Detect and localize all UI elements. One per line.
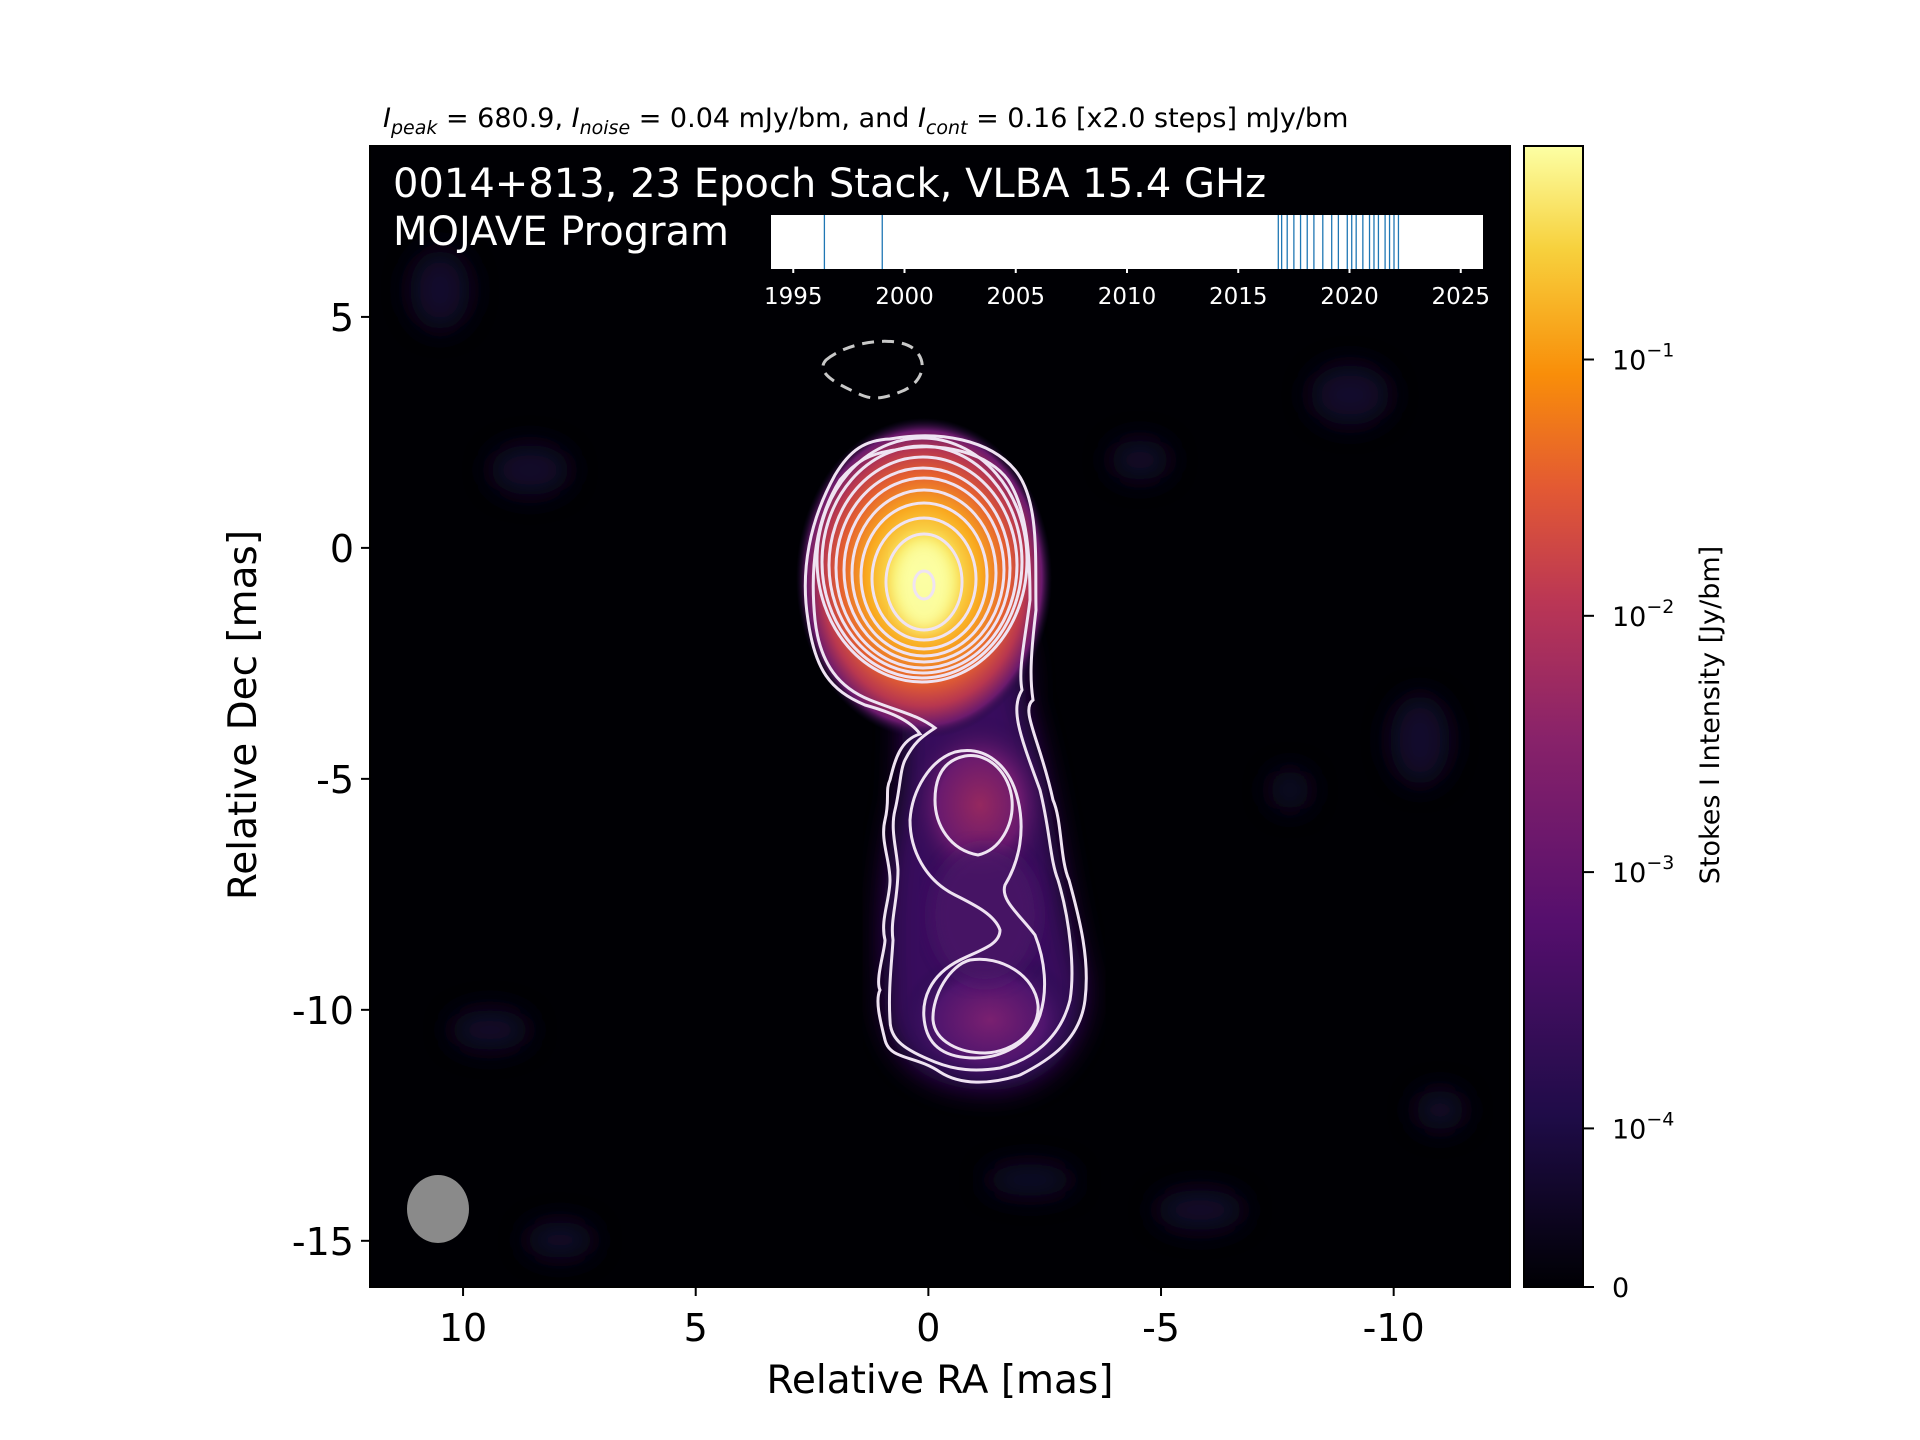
colorbar-tick-base: 10 — [1612, 1114, 1646, 1145]
contour-core-c — [827, 455, 1019, 675]
x-tick-label: 0 — [916, 1306, 940, 1350]
contour-4 — [933, 754, 1014, 857]
jet-knot-lower — [900, 950, 1080, 1090]
contour-core-h — [870, 516, 978, 642]
timeline-tick-label: 2020 — [1320, 284, 1379, 310]
y-tick-label: 5 — [330, 296, 354, 340]
y-axis-ticks: 5 0 -5 -10 -15 — [292, 296, 370, 1264]
y-tick-label: 0 — [330, 527, 354, 571]
colorbar-tick-label: 10−4 — [1612, 1108, 1674, 1145]
timeline-box — [771, 215, 1483, 269]
intensity-header: Ipeak = 680.9, Inoise = 0.04 mJy/bm, and… — [383, 103, 1348, 139]
contour-3 — [908, 749, 1047, 1060]
colorbar-gradient — [1523, 145, 1584, 1288]
header-i-noise-symbol: I — [572, 103, 580, 134]
x-tick-label: -10 — [1363, 1306, 1425, 1350]
contour-core-b — [820, 444, 1024, 680]
x-axis-label: Relative RA [mas] — [767, 1358, 1114, 1403]
contour-core-g — [859, 501, 989, 651]
timeline-ticks: 1995 2000 2005 2010 2015 2020 2025 — [764, 263, 1490, 310]
timeline-tick-label: 2010 — [1098, 284, 1157, 310]
contour-5 — [931, 957, 1040, 1055]
colorbar-label: Stokes I Intensity [Jy/bm] — [1695, 546, 1726, 884]
header-i-cont-symbol: I — [918, 103, 926, 134]
header-i-cont-subscript: cont — [926, 117, 969, 139]
contour-core-j — [912, 569, 936, 601]
colorbar-tick-base: 10 — [1612, 602, 1646, 633]
timeline-tick-label: 2000 — [875, 284, 934, 310]
title-line-1: 0014+813, 23 Epoch Stack, VLBA 15.4 GHz — [393, 161, 1266, 207]
colorbar-tick-base: 10 — [1612, 858, 1646, 889]
image-plot: 0014+813, 23 Epoch Stack, VLBA 15.4 GHz … — [370, 146, 1510, 1287]
colorbar-tick-label: 10−3 — [1612, 852, 1674, 889]
colorbar-tick-base: 10 — [1612, 346, 1646, 377]
colorbar-tick-label: 0 — [1612, 1273, 1629, 1304]
x-tick-label: 5 — [684, 1306, 708, 1350]
colorbar-tick-exponent: −2 — [1646, 596, 1674, 618]
jet-bridge — [930, 845, 1040, 985]
y-axis-label: Relative Dec [mas] — [221, 530, 266, 900]
colorbar-tick-exponent: −4 — [1646, 1108, 1674, 1130]
timeline-tick-label: 2015 — [1209, 284, 1268, 310]
contour-2 — [811, 445, 1074, 1072]
plot-frame — [369, 145, 1511, 1288]
timeline-tick-label: 2005 — [986, 284, 1045, 310]
timeline-epochs — [823, 215, 1400, 269]
x-axis-ticks: 10 5 0 -5 -10 — [439, 1287, 1425, 1350]
timeline-tick-label: 2025 — [1431, 284, 1490, 310]
negative-contour — [821, 339, 924, 400]
header-i-peak-symbol: I — [383, 103, 391, 134]
colorbar-tick-exponent: −3 — [1646, 852, 1674, 874]
contour-core-e — [842, 476, 1006, 664]
contour-core-f — [850, 488, 998, 658]
header-i-noise-value: = 0.04 mJy/bm, and — [630, 103, 918, 134]
contour-core-d — [834, 466, 1012, 670]
title-line-2: MOJAVE Program — [393, 209, 729, 255]
epoch-timeline: 1995 2000 2005 2010 2015 2020 2025 — [764, 215, 1490, 310]
contour-core-i — [884, 532, 964, 632]
x-tick-label: 10 — [439, 1306, 487, 1350]
y-tick-label: -5 — [316, 758, 354, 802]
header-i-peak-value: = 680.9, — [437, 103, 571, 134]
contour-outer — [803, 434, 1088, 1084]
colorbar: 10−110−210−310−40 Stokes I Intensity [Jy… — [1523, 145, 1726, 1304]
header-i-noise-subscript: noise — [580, 117, 631, 139]
timeline-tick-label: 1995 — [764, 284, 823, 310]
header-i-cont-value: = 0.16 [x2.0 steps] mJy/bm — [967, 103, 1348, 134]
contour-core-a — [815, 436, 1029, 684]
colorbar-tick-label: 10−2 — [1612, 596, 1674, 633]
y-tick-label: -10 — [292, 989, 354, 1033]
y-tick-label: -15 — [292, 1220, 354, 1264]
colorbar-tick-exponent: −1 — [1646, 340, 1674, 362]
colorbar-tick-base: 0 — [1612, 1273, 1629, 1304]
colorbar-ticks: 10−110−210−310−40 — [1583, 340, 1674, 1304]
core-hot-spot — [894, 540, 954, 630]
header-i-peak-subscript: peak — [390, 117, 438, 139]
beam-ellipse — [407, 1175, 469, 1243]
contour-lines — [803, 434, 1088, 1084]
noise-background — [410, 250, 1465, 1258]
x-tick-label: -5 — [1142, 1306, 1180, 1350]
colorbar-tick-label: 10−1 — [1612, 340, 1674, 377]
